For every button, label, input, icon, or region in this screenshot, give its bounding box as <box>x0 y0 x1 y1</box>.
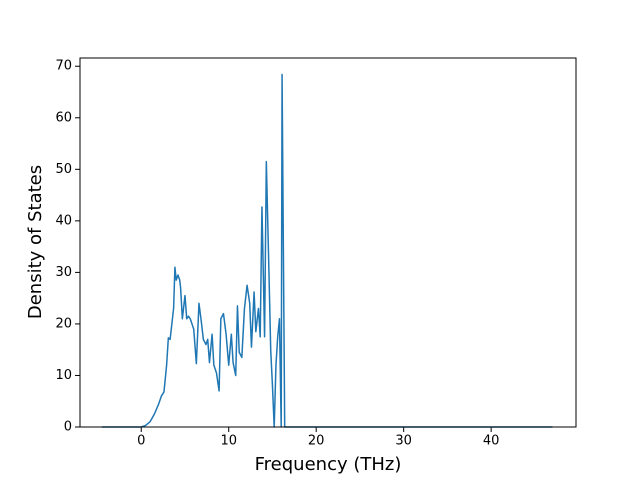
x-tick-label: 10 <box>220 434 237 449</box>
y-tick-label: 20 <box>55 316 72 331</box>
x-tick-label: 30 <box>395 434 412 449</box>
y-axis-label: Density of States <box>25 165 46 319</box>
line-series <box>101 73 553 428</box>
plot-frame <box>79 57 577 428</box>
x-tick-label: 20 <box>308 434 325 449</box>
y-tick-label: 0 <box>64 420 72 435</box>
y-tick-label: 10 <box>55 368 72 383</box>
x-tick-label: 0 <box>137 434 145 449</box>
y-tick-label: 50 <box>55 162 72 177</box>
x-axis-label: Frequency (THz) <box>255 454 402 475</box>
y-tick-label: 70 <box>55 59 72 74</box>
y-tick-label: 30 <box>55 265 72 280</box>
y-tick-label: 60 <box>55 110 72 125</box>
x-tick-label: 40 <box>483 434 500 449</box>
y-tick-label: 40 <box>55 213 72 228</box>
